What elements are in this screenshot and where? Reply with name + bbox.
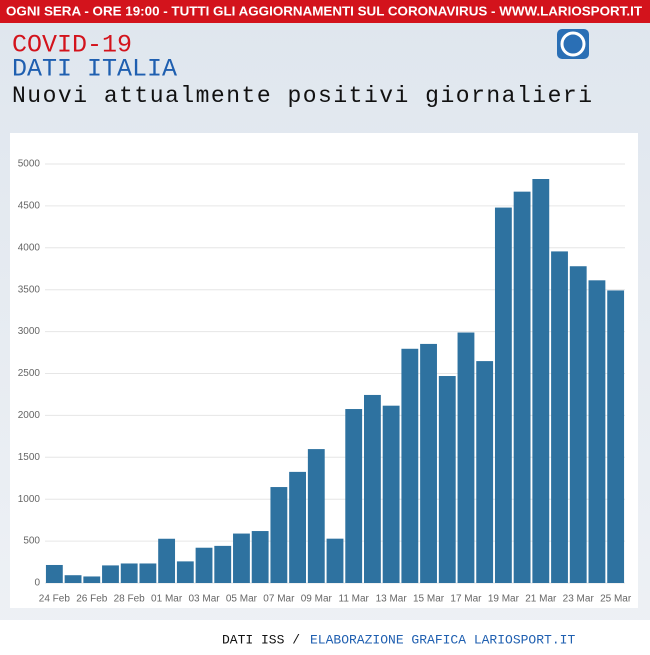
bar (588, 280, 606, 583)
bar (251, 531, 269, 583)
bar (513, 191, 531, 584)
y-tick-label: 2000 (18, 410, 41, 421)
title: COVID-19 (12, 31, 132, 60)
bar (457, 332, 475, 583)
credit: ELABORAZIONE GRAFICA LARIOSPORT.IT (310, 632, 575, 647)
y-tick-label: 1500 (18, 452, 41, 463)
bar (401, 348, 419, 583)
bar (289, 471, 306, 583)
x-tick-label: 24 Feb (39, 594, 71, 605)
x-tick-label: 25 Mar (600, 594, 632, 605)
subtitle: DATI ITALIA (12, 55, 177, 84)
x-tick-label: 11 Mar (339, 594, 370, 605)
bar (120, 563, 138, 583)
bar (607, 290, 625, 583)
x-tick-label: 07 Mar (263, 594, 295, 605)
x-tick-label: 01 Mar (151, 594, 183, 605)
bar (532, 179, 550, 584)
banner-bg (0, 0, 650, 23)
bar (83, 576, 101, 583)
banner: OGNI SERA - ORE 19:00 - TUTTI GLI AGGIOR… (6, 3, 642, 18)
x-tick-label: 15 Mar (413, 594, 445, 605)
x-tick-label: 21 Mar (525, 594, 557, 605)
source: DATI ISS / (222, 632, 300, 647)
y-tick-label: 0 (34, 578, 40, 589)
bar (270, 487, 288, 583)
x-tick-label: 13 Mar (376, 594, 408, 605)
y-tick-label: 3000 (18, 326, 41, 337)
bar (214, 545, 232, 583)
y-tick-label: 500 (23, 536, 40, 547)
bar (45, 564, 63, 583)
bar (382, 405, 400, 583)
bar (307, 449, 325, 583)
bar (345, 409, 363, 583)
x-tick-label: 19 Mar (488, 594, 520, 605)
bar (569, 266, 587, 583)
bar (438, 376, 456, 583)
bar (195, 547, 213, 583)
x-tick-label: 03 Mar (188, 594, 220, 605)
y-tick-label: 2500 (18, 368, 41, 379)
bar (364, 394, 381, 583)
bar (476, 361, 494, 583)
bar (64, 575, 82, 583)
bar (139, 563, 157, 583)
plot: 0 500 1000 1500 2000 2500 3000 3500 4000 4500 5000… (18, 159, 632, 605)
bar (326, 538, 344, 583)
chart-title: Nuovi attualmente positivi giornalieri (12, 83, 592, 109)
x-tick-label: 09 Mar (301, 594, 333, 605)
logo-ring (560, 31, 586, 57)
bar (551, 251, 568, 584)
x-tick-label: 05 Mar (226, 594, 258, 605)
logo (557, 29, 589, 59)
y-tick-label: 5000 (18, 159, 41, 170)
y-tick-label: 3500 (18, 284, 41, 295)
bar (102, 565, 119, 583)
bar (176, 561, 194, 583)
y-tick-label: 4000 (18, 242, 41, 253)
bar (420, 343, 437, 583)
x-tick-label: 23 Mar (563, 594, 595, 605)
y-tick-label: 1000 (18, 494, 41, 505)
bar (158, 538, 176, 583)
x-tick-label: 26 Feb (76, 594, 108, 605)
bar (233, 533, 250, 583)
x-tick-label: 28 Feb (114, 594, 146, 605)
y-tick-label: 4500 (18, 201, 41, 212)
bar (494, 207, 512, 584)
footer-bg (0, 620, 650, 650)
x-tick-label: 17 Mar (450, 594, 482, 605)
